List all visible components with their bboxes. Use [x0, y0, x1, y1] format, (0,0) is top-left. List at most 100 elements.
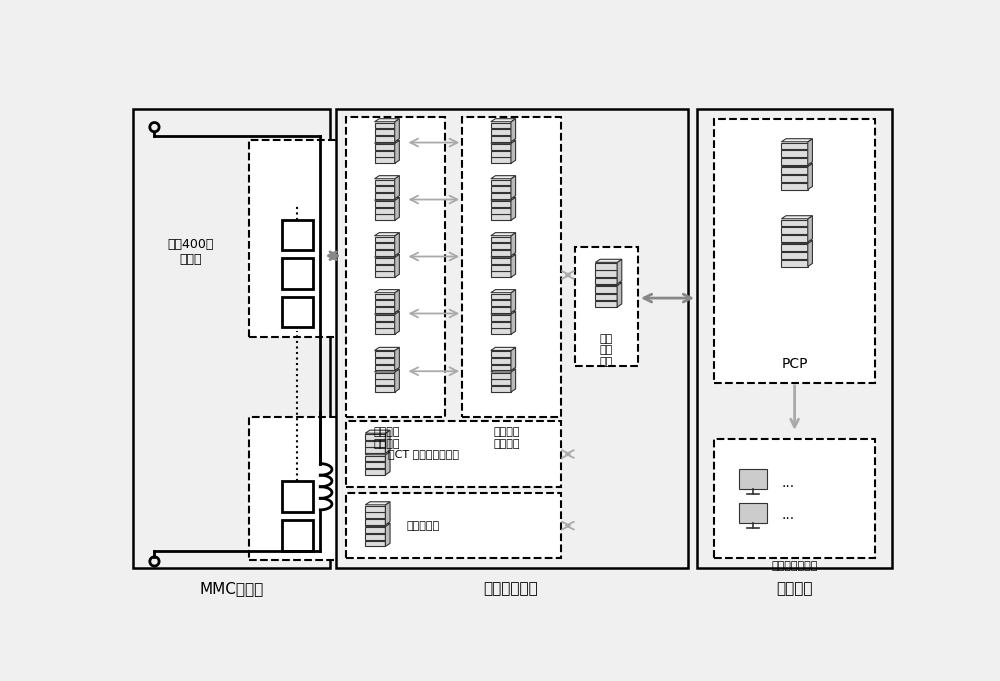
Text: 光CT 合并及接口单元: 光CT 合并及接口单元: [388, 449, 459, 459]
Polygon shape: [395, 197, 399, 221]
Bar: [375, 180, 395, 185]
Bar: [491, 215, 511, 221]
Bar: [781, 168, 808, 174]
Bar: [491, 351, 511, 357]
Bar: [714, 119, 875, 383]
Polygon shape: [781, 240, 812, 243]
Polygon shape: [365, 523, 390, 526]
Polygon shape: [375, 254, 399, 257]
Bar: [595, 286, 617, 293]
Bar: [491, 294, 511, 300]
Bar: [375, 386, 395, 392]
Text: PCP: PCP: [781, 357, 808, 370]
Bar: [282, 520, 313, 551]
Bar: [491, 129, 511, 135]
Polygon shape: [375, 289, 399, 293]
Polygon shape: [808, 163, 812, 189]
Polygon shape: [375, 176, 399, 178]
Bar: [491, 300, 511, 306]
Bar: [375, 215, 395, 221]
Bar: [781, 183, 808, 189]
Bar: [375, 193, 395, 199]
Text: ...: ...: [781, 476, 794, 490]
Bar: [491, 193, 511, 199]
Bar: [375, 129, 395, 135]
Bar: [375, 328, 395, 334]
Polygon shape: [385, 502, 390, 525]
Polygon shape: [491, 254, 516, 257]
Bar: [375, 364, 395, 370]
Bar: [375, 123, 395, 129]
Bar: [781, 143, 808, 150]
Polygon shape: [511, 176, 516, 199]
Bar: [491, 321, 511, 328]
Bar: [375, 351, 395, 357]
Bar: [781, 235, 808, 242]
Polygon shape: [375, 233, 399, 236]
Bar: [697, 110, 892, 567]
Bar: [375, 236, 395, 242]
Bar: [491, 258, 511, 264]
Polygon shape: [511, 369, 516, 392]
Bar: [781, 175, 808, 182]
Bar: [491, 307, 511, 313]
Bar: [491, 236, 511, 242]
Polygon shape: [595, 259, 622, 262]
Bar: [491, 180, 511, 185]
Bar: [282, 481, 313, 512]
Bar: [375, 250, 395, 256]
Polygon shape: [491, 118, 516, 122]
Polygon shape: [491, 233, 516, 236]
Polygon shape: [395, 140, 399, 163]
Bar: [365, 527, 385, 533]
Polygon shape: [617, 283, 622, 307]
Text: 阀基控制设备: 阀基控制设备: [484, 582, 538, 597]
Polygon shape: [491, 369, 516, 372]
Polygon shape: [375, 369, 399, 372]
Polygon shape: [375, 140, 399, 143]
Text: 运行人员工作站: 运行人员工作站: [771, 561, 818, 571]
Bar: [375, 307, 395, 313]
Polygon shape: [365, 452, 390, 455]
Bar: [781, 151, 808, 157]
Polygon shape: [511, 233, 516, 256]
Bar: [491, 373, 511, 379]
Bar: [462, 117, 561, 417]
Bar: [491, 379, 511, 385]
Polygon shape: [395, 176, 399, 199]
Polygon shape: [395, 254, 399, 277]
Bar: [365, 519, 385, 525]
Bar: [574, 247, 638, 366]
Bar: [375, 294, 395, 300]
Bar: [375, 265, 395, 270]
Polygon shape: [511, 311, 516, 334]
Bar: [249, 140, 365, 336]
Bar: [491, 328, 511, 334]
Polygon shape: [808, 139, 812, 165]
Bar: [714, 439, 875, 558]
Bar: [781, 252, 808, 259]
Polygon shape: [511, 140, 516, 163]
Bar: [491, 151, 511, 157]
Bar: [375, 272, 395, 277]
Bar: [491, 386, 511, 392]
Bar: [282, 258, 313, 289]
Bar: [491, 364, 511, 370]
Bar: [375, 208, 395, 214]
Bar: [781, 227, 808, 234]
Bar: [781, 259, 808, 266]
Bar: [595, 301, 617, 307]
Polygon shape: [395, 369, 399, 392]
Polygon shape: [781, 216, 812, 219]
Polygon shape: [808, 216, 812, 242]
Bar: [375, 186, 395, 192]
Polygon shape: [385, 430, 390, 454]
Bar: [595, 294, 617, 300]
Bar: [491, 272, 511, 277]
Polygon shape: [385, 523, 390, 546]
Bar: [346, 422, 561, 487]
Bar: [375, 157, 395, 163]
Bar: [491, 201, 511, 207]
Bar: [375, 315, 395, 321]
Polygon shape: [491, 140, 516, 143]
